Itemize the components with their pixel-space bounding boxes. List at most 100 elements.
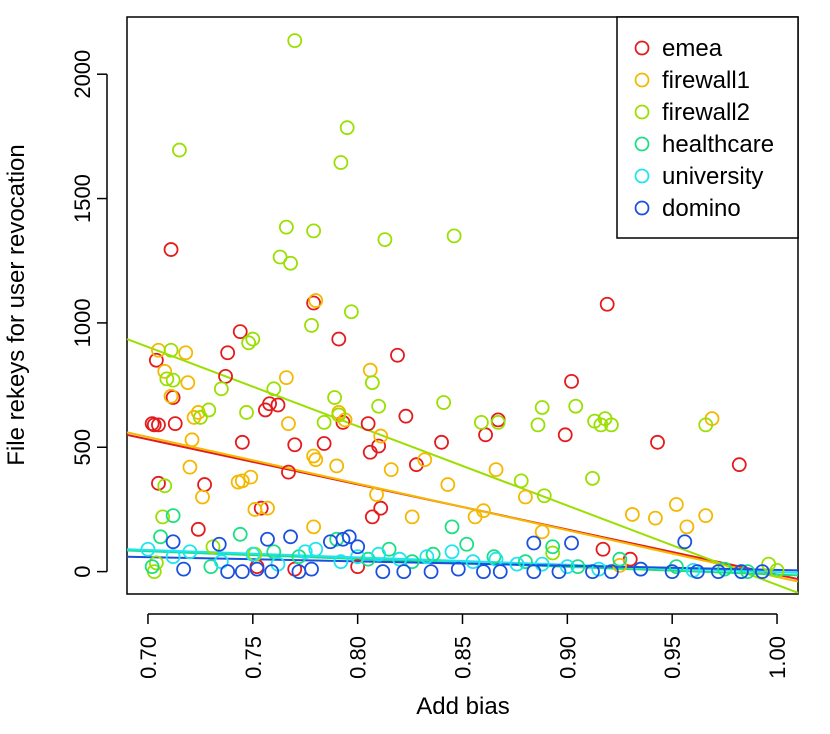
- data-point-university: [465, 554, 481, 570]
- data-point-healthcare: [153, 529, 168, 545]
- data-point-emea: [270, 397, 286, 413]
- legend-marker-firewall1: [634, 72, 650, 88]
- data-point-emea: [151, 475, 166, 491]
- x-tick-label: 0.80: [346, 636, 371, 679]
- data-point-emea: [316, 436, 332, 451]
- data-point-firewall1: [440, 477, 456, 492]
- data-point-domino: [375, 564, 391, 580]
- data-point-firewall1: [624, 507, 640, 522]
- data-point-firewall1: [648, 510, 663, 526]
- data-point-firewall1: [157, 364, 173, 379]
- data-point-firewall1: [195, 489, 210, 505]
- data-point-firewall1: [306, 519, 322, 535]
- data-point-firewall2: [333, 155, 349, 170]
- data-point-emea: [564, 373, 579, 389]
- data-point-university: [140, 541, 156, 557]
- data-point-university: [245, 546, 261, 562]
- data-point-domino: [423, 564, 439, 580]
- data-point-firewall2: [490, 414, 506, 430]
- data-point-domino: [677, 534, 693, 550]
- y-tick-label: 2000: [70, 50, 95, 99]
- y-tick-label: 0: [70, 565, 95, 577]
- data-point-firewall2: [343, 304, 359, 320]
- data-point-domino: [633, 561, 649, 577]
- data-point-domino: [341, 529, 357, 545]
- y-tick-label: 1000: [70, 298, 95, 347]
- data-point-university: [182, 544, 198, 560]
- data-point-domino: [476, 564, 491, 580]
- data-point-university: [308, 541, 324, 557]
- data-point-emea: [234, 434, 250, 450]
- data-point-firewall1: [362, 362, 378, 378]
- data-point-emea: [331, 331, 347, 347]
- data-point-firewall2: [148, 555, 164, 571]
- data-point-domino: [350, 539, 366, 555]
- data-point-emea: [731, 457, 747, 473]
- y-tick-label: 500: [70, 429, 95, 466]
- data-point-firewall2: [513, 473, 529, 489]
- data-point-domino: [710, 564, 726, 580]
- data-point-firewall2: [534, 400, 550, 415]
- x-tick-label: 0.90: [555, 636, 580, 679]
- data-point-emea: [163, 242, 179, 257]
- data-point-emea: [478, 427, 493, 443]
- data-point-firewall1: [668, 497, 684, 512]
- legend-marker-domino: [634, 200, 650, 216]
- data-point-domino: [304, 561, 319, 577]
- data-point-domino: [291, 564, 307, 580]
- data-point-domino: [564, 535, 579, 551]
- x-tick-label: 0.95: [660, 636, 685, 679]
- data-point-university: [509, 556, 525, 572]
- data-point-firewall2: [163, 342, 179, 358]
- data-point-firewall2: [155, 509, 171, 525]
- data-point-emea: [408, 457, 424, 473]
- data-point-firewall1: [329, 458, 345, 474]
- data-point-emea: [262, 396, 277, 412]
- data-point-firewall2: [283, 255, 298, 271]
- data-points: [140, 33, 785, 580]
- data-point-emea: [167, 416, 183, 432]
- data-point-emea: [220, 345, 236, 361]
- data-point-emea: [350, 559, 366, 575]
- data-point-firewall1: [180, 375, 196, 390]
- data-point-university: [333, 554, 349, 570]
- legend-label-emea: emea: [662, 35, 723, 62]
- x-tick-label: 0.70: [136, 636, 161, 679]
- data-point-emea: [557, 427, 573, 443]
- data-point-firewall2: [364, 375, 380, 390]
- data-point-healthcare: [444, 519, 460, 535]
- legend-label-firewall1: firewall1: [662, 67, 750, 94]
- data-point-firewall1: [178, 345, 194, 361]
- data-point-emea: [232, 324, 248, 340]
- data-point-domino: [234, 564, 250, 580]
- legend-box: [616, 16, 799, 239]
- data-point-firewall1: [518, 489, 533, 505]
- data-point-healthcare: [425, 546, 441, 562]
- data-point-domino: [176, 561, 192, 577]
- legend-label-firewall2: firewall2: [662, 99, 750, 126]
- data-point-firewall2: [585, 470, 600, 486]
- y-axis-title: File rekeys for user revocation: [3, 144, 30, 465]
- data-point-firewall2: [213, 381, 229, 397]
- data-point-firewall2: [331, 407, 347, 423]
- data-point-firewall2: [339, 120, 355, 136]
- x-tick-label: 1.00: [765, 636, 790, 679]
- data-point-domino: [526, 564, 542, 580]
- data-point-emea: [281, 464, 296, 480]
- data-point-domino: [249, 561, 265, 577]
- data-point-firewall2: [172, 142, 187, 158]
- data-point-firewall1: [417, 452, 433, 468]
- data-point-emea: [253, 500, 269, 516]
- data-point-firewall2: [436, 395, 452, 410]
- data-point-firewall2: [377, 232, 393, 247]
- data-point-emea: [398, 408, 414, 424]
- data-point-firewall2: [304, 317, 319, 333]
- data-point-firewall2: [201, 402, 217, 418]
- data-point-firewall1: [698, 508, 714, 524]
- data-point-healthcare: [668, 559, 684, 575]
- data-point-domino: [754, 564, 770, 580]
- data-point-firewall1: [488, 462, 504, 478]
- x-tick-label: 0.75: [241, 636, 266, 679]
- data-point-firewall2: [239, 405, 254, 420]
- data-point-firewall2: [245, 331, 261, 347]
